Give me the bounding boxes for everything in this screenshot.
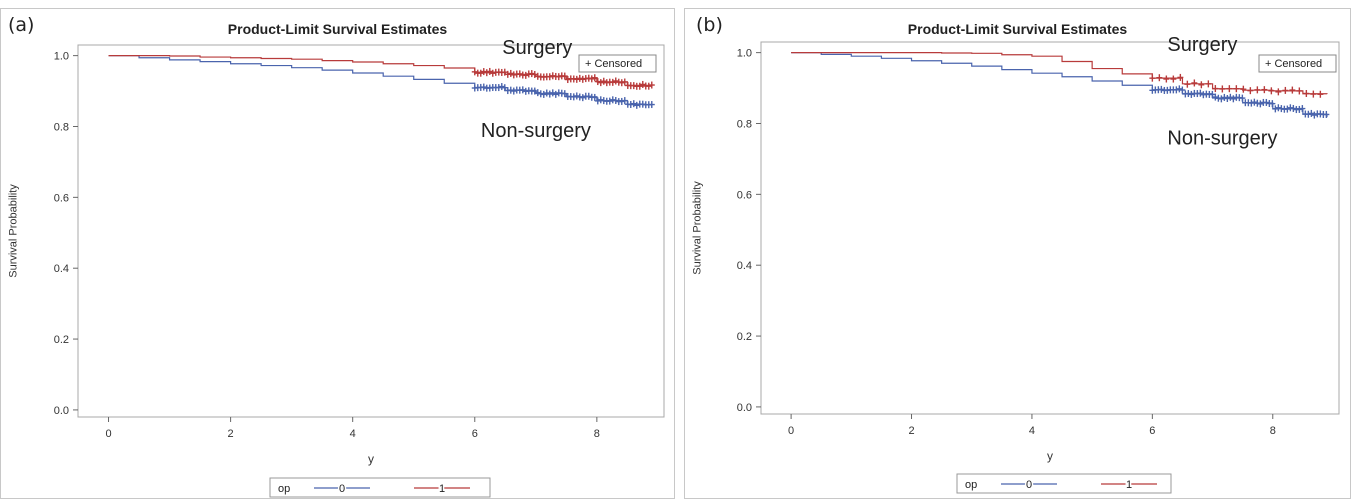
- censored-marks-0: [471, 83, 655, 109]
- x-axis-label: y: [1047, 449, 1053, 463]
- censored-legend-text: + Censored: [585, 58, 642, 70]
- x-tick-label: 8: [1270, 425, 1276, 437]
- x-tick-label: 6: [472, 428, 478, 440]
- survival-chart-a: Product-Limit Survival Estimates 0.0 0.2 0.…: [0, 8, 675, 499]
- censored-marks-1: [1149, 73, 1324, 98]
- x-tick-label: 0: [105, 428, 111, 440]
- x-tick-label: 2: [228, 428, 234, 440]
- y-tick-label: 0.4: [54, 263, 69, 275]
- x-tick-label: 0: [788, 425, 794, 437]
- legend-entry-0: 0: [339, 483, 345, 495]
- legend-title: op: [965, 479, 977, 491]
- plot-area: [760, 41, 1340, 415]
- y-tick-label: 0.8: [737, 118, 752, 130]
- y-tick-label: 0.0: [54, 405, 69, 417]
- survival-chart-b: Product-Limit Survival Estimates 0.0 0.2 0.…: [684, 8, 1351, 499]
- censored-marks-0: [1149, 85, 1330, 119]
- y-axis-label: Survival Probability: [8, 184, 20, 278]
- y-tick-label: 0.8: [54, 121, 69, 133]
- legend-title: op: [278, 483, 290, 495]
- panel-label: (b): [696, 14, 723, 36]
- legend: op 0 1: [269, 477, 491, 498]
- chart-title: Product-Limit Survival Estimates: [228, 21, 448, 37]
- x-tick-label: 8: [594, 428, 600, 440]
- y-tick-label: 0.6: [54, 192, 69, 204]
- x-axis-label: y: [368, 452, 374, 466]
- plot-area: [77, 44, 665, 418]
- y-tick-label: 1.0: [737, 48, 752, 60]
- legend-box: [269, 477, 491, 498]
- censored-legend-text: + Censored: [1265, 58, 1322, 70]
- legend-entry-1: 1: [439, 483, 445, 495]
- legend-entry-0: 0: [1026, 479, 1032, 491]
- y-tick-label: 0.2: [737, 331, 752, 343]
- y-tick-label: 0.0: [737, 402, 752, 414]
- legend-entry-1: 1: [1126, 479, 1132, 491]
- x-tick-label: 6: [1149, 425, 1155, 437]
- non-surgery-annotation: Non-surgery: [481, 120, 591, 142]
- legend-box: [956, 473, 1172, 494]
- chart-title: Product-Limit Survival Estimates: [908, 21, 1128, 37]
- panel-label: (a): [8, 14, 35, 36]
- y-tick-label: 0.2: [54, 334, 69, 346]
- figure-frame: [684, 8, 1351, 499]
- surgery-annotation: Surgery: [1167, 34, 1237, 56]
- censored-legend-box: [578, 54, 657, 73]
- y-tick-label: 0.4: [737, 260, 752, 272]
- x-tick-label: 4: [350, 428, 356, 440]
- x-tick-label: 4: [1029, 425, 1035, 437]
- y-axis-label: Survival Probability: [692, 181, 704, 275]
- censored-marks-1: [471, 67, 655, 90]
- legend: op 0 1: [956, 473, 1172, 494]
- surgery-annotation: Surgery: [502, 37, 572, 59]
- y-tick-label: 0.6: [737, 189, 752, 201]
- non-surgery-annotation: Non-surgery: [1167, 128, 1277, 150]
- panel-b: (b) Product-Limit Survival Estimates 0.0 0…: [684, 0, 1352, 499]
- panel-a: (a) Product-Limit Survival Estimates 0.0 0…: [0, 0, 676, 499]
- x-tick-label: 2: [908, 425, 914, 437]
- series-line-0: [791, 52, 1328, 118]
- censored-legend-box: [1258, 54, 1337, 73]
- y-tick-label: 1.0: [54, 51, 69, 63]
